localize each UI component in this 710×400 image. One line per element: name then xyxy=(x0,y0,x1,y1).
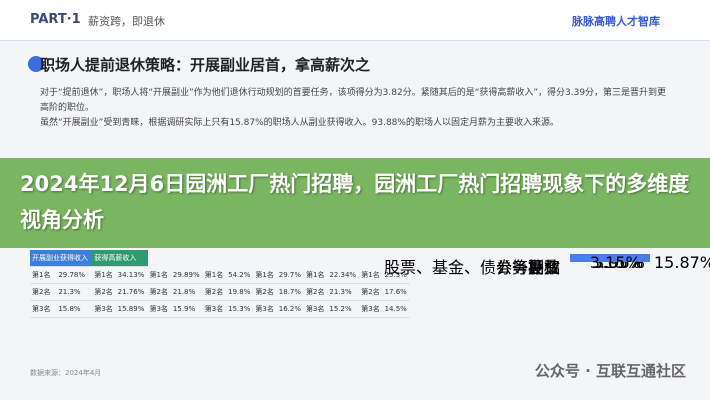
bar-label: 副业 xyxy=(527,258,560,277)
cell: 21.8% xyxy=(170,283,203,301)
section-title: 职场人提前退休策略：开展副业居首，拿高薪次之 xyxy=(40,56,371,74)
bar xyxy=(570,254,650,262)
source: 数据来源：2024年4月 xyxy=(30,369,102,377)
cell: 22.34% xyxy=(327,266,360,284)
cell: 第1名 xyxy=(92,266,116,284)
cell: 第2名 xyxy=(304,283,328,301)
cell: 第2名 xyxy=(253,283,277,301)
cell: 15.89% xyxy=(115,300,148,318)
cell: 29.7% xyxy=(276,266,305,284)
part-label: PART·1 xyxy=(30,12,81,27)
cell: 34.13% xyxy=(115,266,148,284)
cell: 21.3% xyxy=(327,283,360,301)
bar-label: 公务补贴 xyxy=(495,258,560,277)
cell: 16.2% xyxy=(276,300,305,318)
table-header: 开展副业获得收入 获得高薪收入 xyxy=(30,250,410,267)
cell: 15.9% xyxy=(170,300,203,318)
cell: 第1名 xyxy=(359,266,383,284)
cell: 15.3% xyxy=(226,300,254,318)
cell: 第3名 xyxy=(30,300,57,318)
cell: 第2名 xyxy=(92,283,116,301)
header-cell: 获得高薪收入 xyxy=(92,250,148,267)
header-cell: 开展副业获得收入 xyxy=(30,250,93,267)
bar xyxy=(570,254,586,262)
overlay-title: 2024年12月6日园洲工厂热门招聘，园洲工厂热门招聘现象下的多维度视角分析 xyxy=(20,172,690,232)
cell: 第3名 xyxy=(304,300,328,318)
header-bar xyxy=(0,0,710,41)
cell: 第3名 xyxy=(147,300,171,318)
paragraph: 虽然“开展副业”受到青睐，根据调研实际上只有15.87%的职场人从副业获得收入。… xyxy=(40,118,559,128)
header-subtitle: 薪资跨，即退休 xyxy=(88,15,165,28)
cell: 19.8% xyxy=(226,283,254,301)
cell: 29.78% xyxy=(56,266,93,284)
cell: 21.76% xyxy=(115,283,148,301)
cell: 18.7% xyxy=(276,283,305,301)
bar-label: 股票、基金、债券等投资 xyxy=(383,258,560,277)
cell: 29.89% xyxy=(170,266,203,284)
table: 开展副业获得收入 获得高薪收入 第1名 29.78% 第1名 34.13% 第1名 29.89… xyxy=(30,250,410,318)
table-row: 第3名 15.8% 第3名 15.89% 第3名 15.9% 第3名 15.3% 第3名 16.2… xyxy=(30,300,410,318)
cell: 第1名 xyxy=(253,266,277,284)
cell: 第2名 xyxy=(202,283,227,301)
cell: 21.3% xyxy=(56,283,93,301)
cell: 54.2% xyxy=(226,266,254,284)
cell: 第1名 xyxy=(30,266,57,284)
cell: 第3名 xyxy=(253,300,277,318)
value-label: 15.87% xyxy=(654,253,710,272)
cell: 第1名 xyxy=(147,266,171,284)
watermark: 公众号 · 互联互通社区 xyxy=(534,362,686,380)
value-label: 3.15% xyxy=(589,253,641,272)
paragraph: 对于“提前退休”，职场人将“开展副业”作为他们退休行动规划的首要任务，该项得分为… xyxy=(40,88,667,113)
cell: 第2名 xyxy=(359,283,383,301)
cell: 14.5% xyxy=(382,300,410,318)
cell: 15.2% xyxy=(327,300,360,318)
cell: 第1名 xyxy=(202,266,227,284)
bar-label: 期权 xyxy=(527,258,560,277)
cell: 25.3% xyxy=(382,266,410,284)
cell: 17.6% xyxy=(382,283,410,301)
brand: 脉脉高聘人才智库 xyxy=(572,15,660,28)
cell: 第3名 xyxy=(359,300,383,318)
cell: 第2名 xyxy=(147,283,171,301)
cell: 第2名 xyxy=(30,283,57,301)
cell: 第3名 xyxy=(92,300,116,318)
section-icon xyxy=(28,56,44,72)
table-row: 第2名 21.3% 第2名 21.76% 第2名 21.8% 第2名 19.8% 第2名 18.7… xyxy=(30,283,410,301)
cell: 15.8% xyxy=(56,300,93,318)
overlay-band xyxy=(0,158,710,248)
table-row: 第1名 29.78% 第1名 34.13% 第1名 29.89% 第1名 54.2% 第1名 29… xyxy=(30,266,410,284)
cell: 第1名 xyxy=(304,266,328,284)
cell: 第3名 xyxy=(202,300,227,318)
